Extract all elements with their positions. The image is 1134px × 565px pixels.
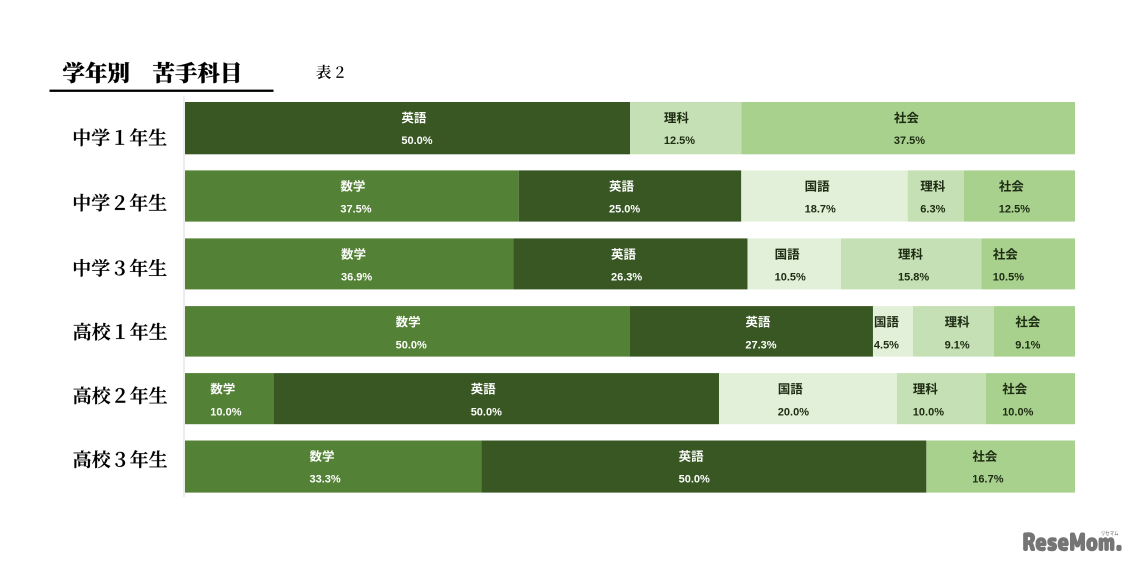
svg-text:10.0%: 10.0% xyxy=(210,406,241,418)
svg-text:4.5%: 4.5% xyxy=(874,339,899,351)
svg-text:37.5%: 37.5% xyxy=(894,135,925,147)
svg-text:33.3%: 33.3% xyxy=(310,474,341,486)
svg-text:37.5%: 37.5% xyxy=(340,204,371,216)
svg-text:18.7%: 18.7% xyxy=(805,204,836,216)
svg-text:50.0%: 50.0% xyxy=(471,406,502,418)
svg-text:15.8%: 15.8% xyxy=(898,272,929,284)
svg-text:16.7%: 16.7% xyxy=(972,474,1003,486)
svg-text:9.1%: 9.1% xyxy=(1015,339,1040,351)
svg-text:26.3%: 26.3% xyxy=(611,272,642,284)
svg-text:25.0%: 25.0% xyxy=(609,204,640,216)
svg-text:50.0%: 50.0% xyxy=(396,339,427,351)
svg-text:9.1%: 9.1% xyxy=(945,339,970,351)
svg-text:6.3%: 6.3% xyxy=(920,204,945,216)
svg-text:50.0%: 50.0% xyxy=(401,135,432,147)
svg-text:10.5%: 10.5% xyxy=(993,272,1024,284)
svg-text:27.3%: 27.3% xyxy=(745,339,776,351)
svg-text:20.0%: 20.0% xyxy=(778,406,809,418)
svg-text:36.9%: 36.9% xyxy=(341,272,372,284)
svg-text:10.0%: 10.0% xyxy=(1002,406,1033,418)
svg-text:10.0%: 10.0% xyxy=(913,406,944,418)
svg-text:12.5%: 12.5% xyxy=(664,135,695,147)
svg-text:12.5%: 12.5% xyxy=(999,204,1030,216)
svg-text:50.0%: 50.0% xyxy=(679,474,710,486)
svg-text:10.5%: 10.5% xyxy=(775,272,806,284)
